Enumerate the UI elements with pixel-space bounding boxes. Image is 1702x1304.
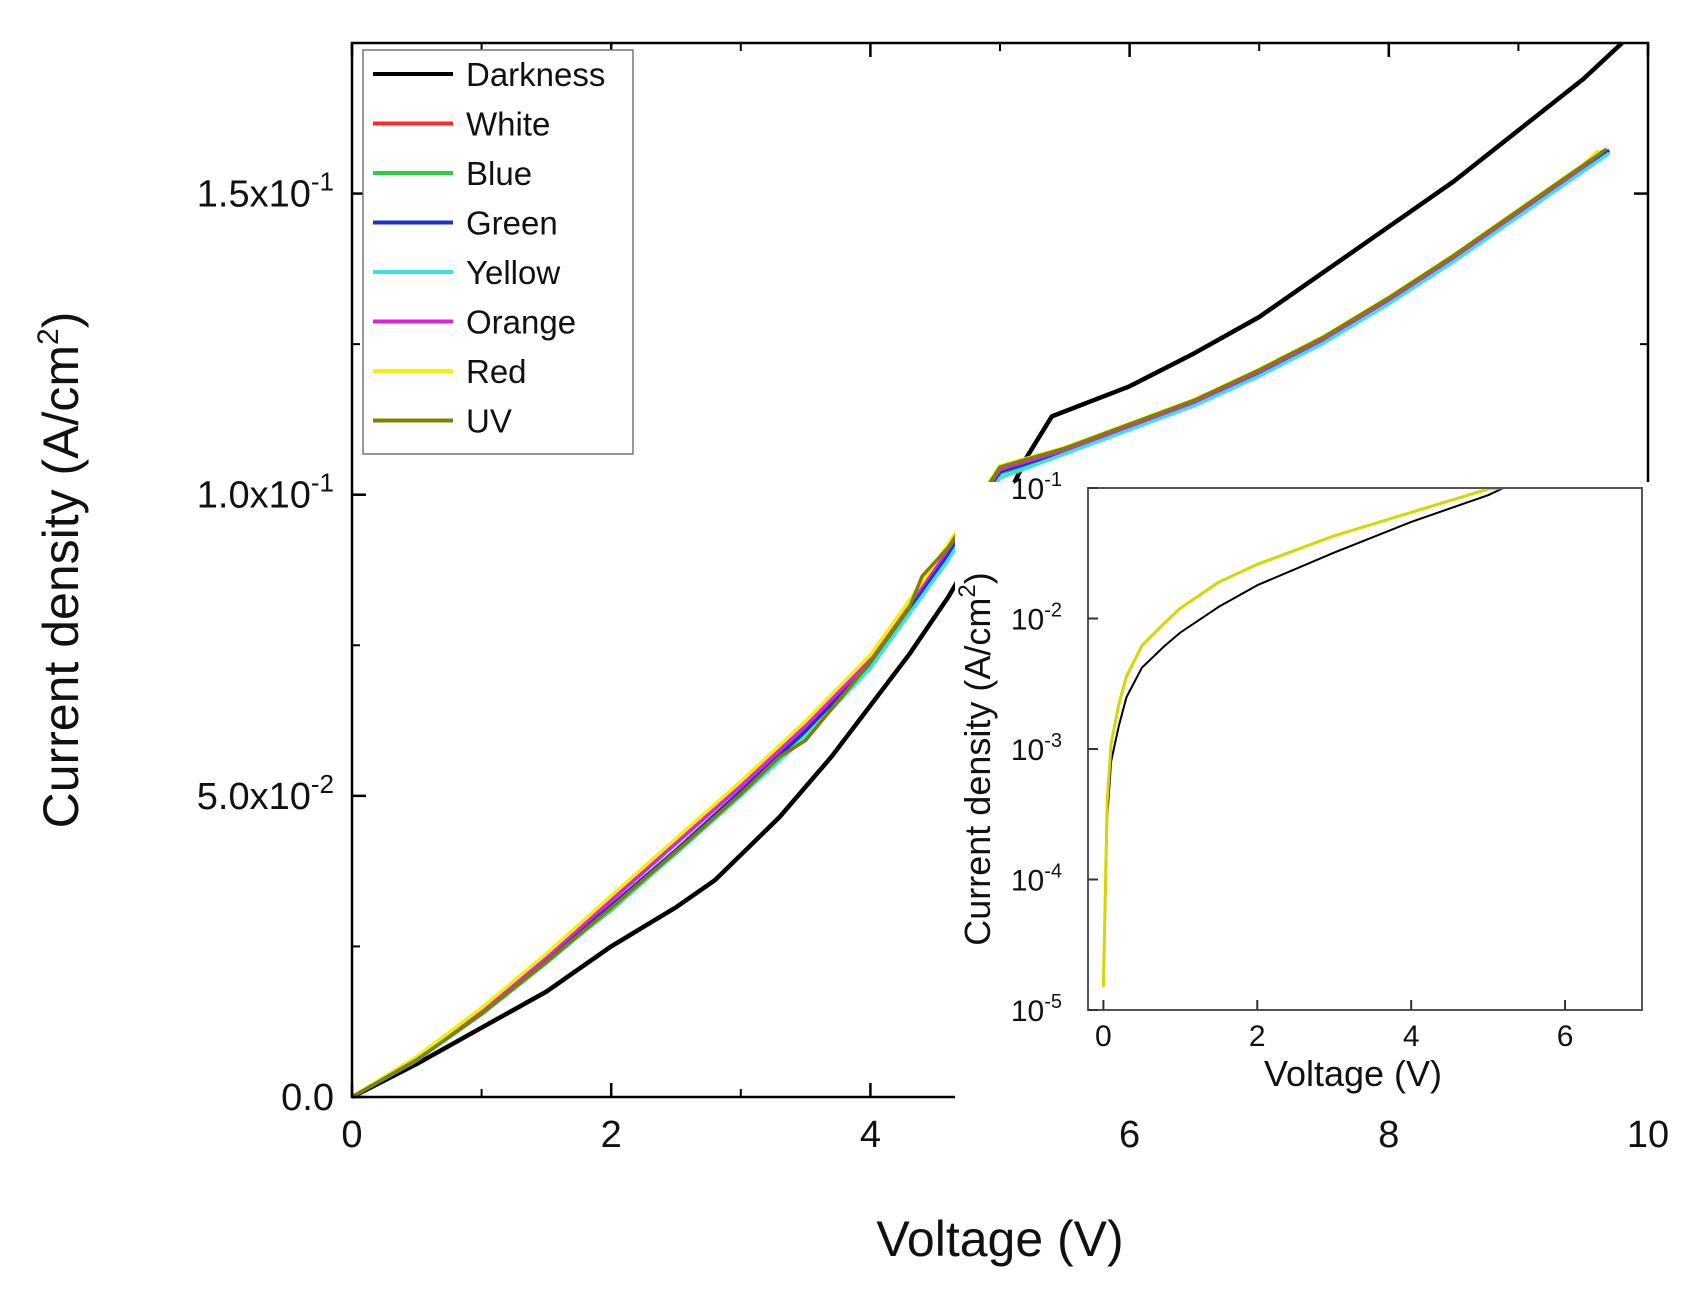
- inset-x-tick-label: 4: [1403, 1020, 1420, 1053]
- x-tick-label: 2: [601, 1114, 622, 1156]
- y-tick-label: 1.5x10-1: [197, 167, 334, 216]
- inset-y-tick-label: 10-3: [1011, 730, 1062, 767]
- legend-box: [362, 49, 634, 455]
- inset-background: [955, 482, 1650, 1110]
- legend-label-green: Green: [466, 205, 558, 242]
- main-x-axis-title: Voltage (V): [876, 1211, 1123, 1267]
- legend-label-blue: Blue: [466, 155, 532, 192]
- x-tick-label: 8: [1378, 1114, 1399, 1156]
- y-tick-label: 1.0x10-1: [197, 468, 334, 517]
- x-tick-label: 0: [341, 1114, 362, 1156]
- inset-series-line-illuminated: [1101, 488, 1515, 988]
- inset-y-axis-title: Current density (A/cm2): [954, 572, 998, 945]
- y-tick-label: 0.0: [281, 1077, 334, 1119]
- y-tick-label: 5.0x10-2: [197, 769, 334, 818]
- legend-label-darkness: Darkness: [466, 56, 605, 93]
- inset-plot-series: [1101, 488, 1518, 988]
- legend-label-yellow: Yellow: [466, 254, 560, 291]
- inset-x-tick-label: 2: [1249, 1020, 1266, 1053]
- inset-y-tick-label: 10-1: [1011, 469, 1062, 506]
- inset-axis-ticks: 0 2 4 6 10-5 10-4 10-3 10-2 10-1: [1011, 469, 1574, 1053]
- legend-label-orange: Orange: [466, 304, 576, 341]
- main-y-axis-title-sup: 2: [32, 328, 65, 345]
- legend-label-white: White: [466, 106, 550, 143]
- inset-series-line-darkness: [1102, 488, 1518, 988]
- inset-y-tick-label: 10-5: [1011, 991, 1062, 1028]
- x-tick-label: 6: [1119, 1114, 1140, 1156]
- main-axis-ticks: 0 2 4 6 8 10 0.0 5.0x10-2 1.0x10-1 1.5x10-1: [197, 42, 1669, 1156]
- inset-y-axis-title-text: Current density (A/cm: [957, 598, 998, 946]
- inset-y-tick-label: 10-4: [1011, 861, 1062, 898]
- legend-label-red: Red: [466, 353, 527, 390]
- inset-x-axis-title: Voltage (V): [1264, 1053, 1442, 1094]
- main-y-axis-title-text: Current density (A/cm: [33, 345, 89, 828]
- series-line-uv: [351, 147, 1608, 1099]
- inset-x-tick-label: 6: [1557, 1020, 1574, 1053]
- x-tick-label: 4: [860, 1114, 881, 1156]
- inset-x-tick-label: 0: [1095, 1020, 1112, 1053]
- inset-y-axis-title-close: ): [957, 572, 998, 584]
- x-tick-label: 10: [1627, 1114, 1669, 1156]
- main-y-axis-title: Current density (A/cm2): [32, 312, 89, 829]
- legend-label-uv: UV: [466, 403, 512, 440]
- legend: Darkness White Blue Green Yellow Orange Red UV: [362, 49, 634, 455]
- inset-y-tick-label: 10-2: [1011, 600, 1062, 637]
- main-y-axis-title-close: ): [33, 312, 89, 329]
- inset-y-axis-title-sup: 2: [954, 584, 981, 597]
